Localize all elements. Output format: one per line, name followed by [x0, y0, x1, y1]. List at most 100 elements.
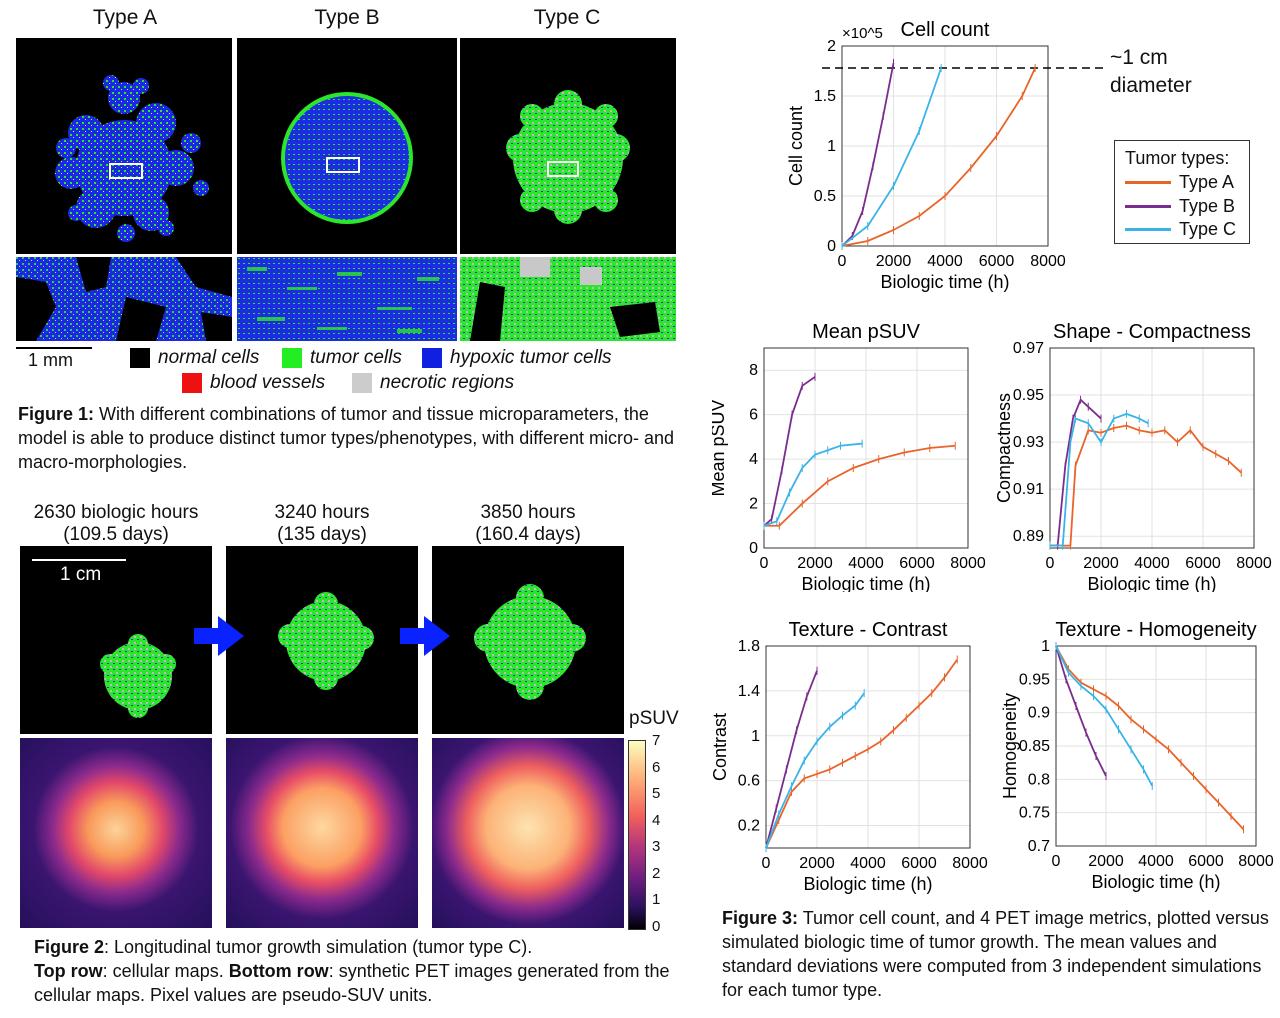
fig2-time-3: 3850 hours (160.4 days): [475, 502, 581, 545]
y-axis-label: Contrast: [712, 713, 730, 781]
x-tick-label: 2000: [1083, 555, 1119, 572]
y-tick-label: 1.4: [738, 683, 760, 700]
x-tick-label: 8000: [1236, 555, 1272, 572]
fig1-title-b: Type B: [314, 6, 380, 29]
fig2-caption: Figure 2: Longitudinal tumor growth simu…: [34, 937, 670, 1005]
fig3-caption: Figure 3: Tumor cell count, and 4 PET im…: [722, 908, 1269, 1000]
legend-normal-cells: normal cells: [130, 347, 259, 369]
series-line-type-a: [765, 658, 958, 849]
cellmap-3240h: [226, 546, 418, 734]
x-tick-label: 4000: [1138, 853, 1174, 870]
y-tick-label: 0.5: [814, 188, 836, 205]
series-line-type-b: [763, 376, 816, 527]
y-axis-label: Compactness: [994, 393, 1014, 503]
colorbar-tick: 4: [652, 811, 661, 829]
y-axis-label: Mean pSUV: [712, 399, 728, 496]
x-tick-label: 8000: [952, 855, 988, 872]
x-tick-label: 4000: [1134, 555, 1170, 572]
legend-type-a: Type A: [1125, 172, 1234, 193]
fig2-time-1: 2630 biologic hours (109.5 days): [33, 502, 199, 545]
plot-frame: [1049, 347, 1255, 549]
y-tick-label: 0.2: [738, 818, 760, 835]
legend-title: Tumor types:: [1125, 148, 1230, 168]
x-axis-label: Biologic time (h): [801, 574, 930, 592]
fig1-title-a: Type A: [92, 6, 158, 29]
type-b-zoom-image: [237, 257, 457, 341]
y-tick-label: 1: [1041, 638, 1050, 655]
x-tick-label: 0: [1046, 555, 1055, 572]
plot-frame: [763, 347, 969, 549]
series-line-type-c: [841, 67, 942, 247]
type-c-zoom-image: [460, 257, 676, 341]
series-line-type-b: [841, 62, 895, 247]
y-tick-label: 0.6: [738, 773, 760, 790]
y-tick-label: 2: [749, 496, 758, 513]
x-tick-label: 6000: [979, 253, 1015, 270]
colorbar-tick: 0: [652, 917, 661, 935]
y-tick-label: 0.89: [1013, 528, 1044, 545]
chart-compactness: Shape - Compactness 0 2000 4000 6000 8000 0.89…: [994, 321, 1272, 592]
legend-necrotic-regions: necrotic regions: [352, 372, 514, 394]
x-tick-label: 6000: [1185, 555, 1221, 572]
legend-type-b: Type B: [1125, 196, 1235, 217]
pet-image-3850h: [432, 738, 624, 928]
x-tick-label: 6000: [1188, 853, 1224, 870]
x-tick-label: 0: [1052, 853, 1061, 870]
legend-type-c: Type C: [1125, 219, 1236, 240]
plot-frame: [841, 45, 1049, 247]
colorbar-tick: 3: [652, 838, 661, 855]
colorbar-tick: 1: [652, 891, 661, 908]
y-tick-label: 6: [749, 407, 758, 424]
x-tick-label: 0: [838, 253, 847, 270]
y-tick-label: 0.75: [1019, 805, 1050, 822]
y-tick-label: 1: [751, 728, 760, 745]
x-tick-label: 8000: [950, 555, 986, 572]
fig1-caption: Figure 1: With different combinations of…: [18, 404, 675, 472]
series-line-type-b: [765, 670, 818, 849]
colorbar-tick: 2: [652, 864, 661, 882]
y-tick-label: 0.85: [1019, 738, 1050, 755]
series-line-type-c: [765, 692, 865, 849]
reference-annotation: ~1 cm diameter: [1110, 46, 1192, 97]
x-tick-label: 2000: [797, 555, 833, 572]
chart-title: Mean pSUV: [812, 321, 920, 343]
type-b-macro-image: [237, 38, 457, 254]
y-tick-label: 0.7: [1028, 838, 1050, 855]
x-tick-label: 6000: [899, 555, 935, 572]
x-tick-label: 0: [760, 555, 769, 572]
pet-image-3240h: [226, 738, 418, 928]
x-tick-label: 2000: [1088, 853, 1124, 870]
x-tick-label: 0: [762, 855, 771, 872]
y-axis-label: Homogeneity: [1000, 693, 1020, 799]
type-a-zoom-image: [16, 257, 232, 341]
arrow-1-icon: [218, 616, 244, 656]
fig2-time-2: 3240 hours (135 days): [274, 502, 370, 545]
y-tick-label: 0: [749, 540, 758, 557]
y-tick-label: 0.9: [1028, 705, 1050, 722]
y-tick-label: 1.5: [814, 88, 836, 105]
y-tick-label: 0.93: [1013, 434, 1044, 451]
y-tick-label: 0: [827, 238, 836, 255]
plot-frame: [765, 645, 971, 849]
tumor-types-legend: Tumor types: Type A Type B Type C: [1114, 140, 1250, 244]
x-tick-label: 6000: [901, 855, 937, 872]
plot-frame: [1055, 645, 1257, 847]
x-tick-label: 4000: [927, 253, 963, 270]
y-tick-label: 8: [749, 362, 758, 379]
y-axis-label: Cell count: [786, 106, 806, 186]
series-line-type-c: [1055, 645, 1154, 787]
chart-mean-psuv: Mean pSUV 0 2000 4000 6000 8000 0 2 4 6 8 Biologic …: [712, 321, 986, 592]
x-axis-label: Biologic time (h): [1091, 872, 1220, 892]
series-line-type-a: [841, 67, 1036, 247]
colorbar-tick: 6: [652, 758, 661, 776]
y-tick-label: 0.97: [1013, 340, 1044, 357]
x-axis-label: Biologic time (h): [880, 272, 1009, 292]
series-line-type-a: [1055, 645, 1245, 830]
fig1-scalebar-line: [16, 347, 92, 349]
type-c-macro-image: [460, 38, 676, 254]
fig1-scalebar-label: 1 mm: [28, 350, 73, 370]
legend-tumor-cells: tumor cells: [282, 347, 402, 369]
chart-title: Texture - Contrast: [789, 619, 948, 641]
y-tick-label: 2: [827, 38, 836, 55]
colorbar-label: pSUV: [629, 708, 679, 729]
